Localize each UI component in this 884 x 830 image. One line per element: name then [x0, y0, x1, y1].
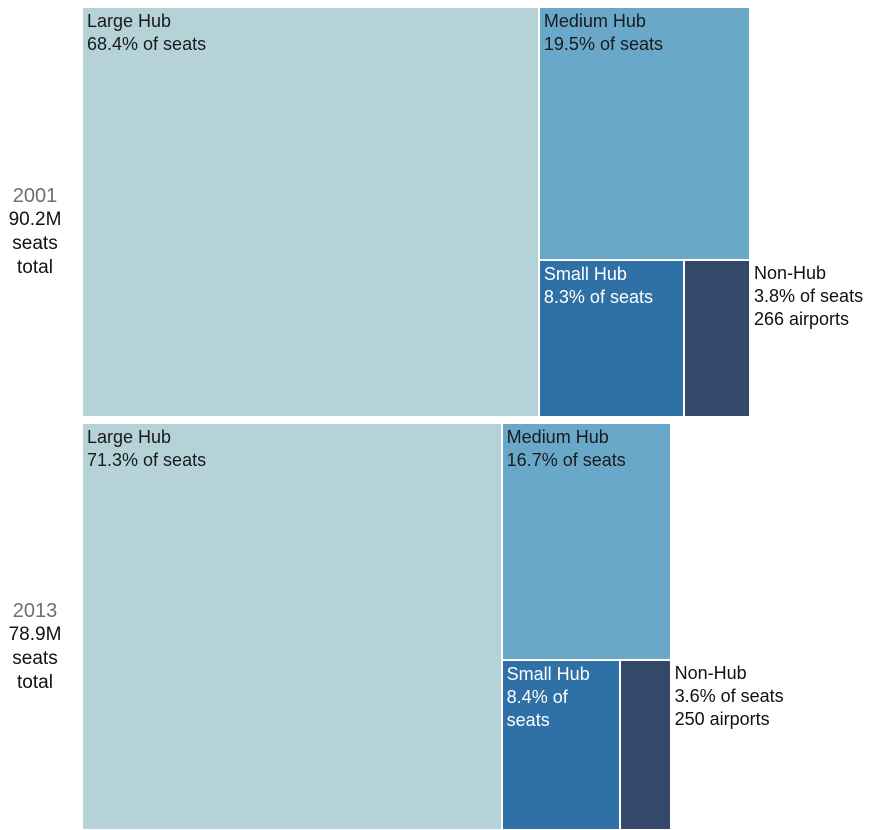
treemap-label-large-hub: Large Hub 71.3% of seats: [87, 426, 206, 472]
treemap-block-medium-hub: Medium Hub 19.5% of seats: [538, 7, 750, 260]
treemap-label-line-0: Small Hub: [506, 663, 590, 684]
total-seats-line-1: seats: [12, 233, 58, 254]
treemap-label-line-2: 266 airports: [754, 309, 850, 329]
treemap-label-line-0: Non-Hub: [674, 662, 747, 683]
treemap-label-large-hub: Large Hub 68.4% of seats: [87, 10, 206, 56]
treemap-block-small-hub: Small Hub 8.3% of seats: [538, 260, 684, 417]
treemap-panel-2013: 2013 78.9M seats total Large Hub 71.3% of sea…: [0, 423, 884, 830]
treemap-label-line-0: Large Hub: [87, 11, 172, 31]
treemap-label-line-1: 68.4% of seats: [87, 34, 207, 54]
treemap-label-line-2: seats: [506, 709, 550, 730]
treemap-label-line-1: 3.8% of seats: [754, 286, 864, 306]
treemap-block-large-hub: Large Hub 68.4% of seats: [82, 7, 539, 417]
total-seats-line-1: seats: [12, 647, 58, 669]
year-label: 2001: [12, 185, 58, 207]
treemap-label-line-1: 19.5% of seats: [543, 34, 663, 54]
year-summary: 2013 78.9M seats total: [0, 599, 70, 695]
treemap-label-line-1: 8.3% of seats: [543, 287, 653, 307]
treemap-label-line-0: Medium Hub: [506, 427, 609, 447]
treemap-block-large-hub: Large Hub 71.3% of seats: [82, 423, 502, 830]
treemap-label-small-hub: Small Hub 8.4% of seats: [507, 663, 590, 732]
treemap-label-medium-hub: Medium Hub 16.7% of seats: [507, 426, 626, 472]
treemap-label-line-1: 8.4% of: [506, 686, 568, 707]
treemap-label-line-0: Non-Hub: [754, 263, 827, 283]
treemap-label-medium-hub: Medium Hub 19.5% of seats: [544, 10, 663, 56]
treemap-panel-2001: 2001 90.2M seats total Large Hub 68.4% of sea…: [0, 7, 884, 417]
treemap-label-line-1: 3.6% of seats: [674, 685, 784, 706]
total-seats-line-2: total: [17, 257, 53, 278]
total-seats-line-2: total: [17, 671, 53, 693]
treemap-block-medium-hub: Medium Hub 16.7% of seats: [501, 423, 671, 660]
treemap-block-small-hub: Small Hub 8.4% of seats: [501, 659, 620, 830]
treemap-label-line-1: 16.7% of seats: [506, 450, 626, 470]
treemap-label-small-hub: Small Hub 8.3% of seats: [544, 263, 653, 309]
year-label: 2013: [12, 599, 58, 622]
treemap-label-line-0: Medium Hub: [543, 11, 646, 31]
treemap-label-non-hub: Non-Hub 3.8% of seats 266 airports: [754, 262, 863, 331]
treemap-label-non-hub: Non-Hub 3.6% of seats 250 airports: [675, 662, 784, 731]
treemap-block-non-hub: [683, 260, 750, 417]
treemap-label-line-0: Small Hub: [543, 264, 627, 284]
treemap-label-line-1: 71.3% of seats: [87, 450, 207, 470]
total-seats-line-0: 78.9M: [8, 623, 62, 645]
treemap-label-line-2: 250 airports: [674, 708, 770, 729]
total-seats-line-0: 90.2M: [8, 209, 62, 230]
treemap-block-non-hub: [619, 659, 671, 830]
treemap-label-line-0: Large Hub: [87, 427, 172, 447]
year-summary: 2001 90.2M seats total: [0, 184, 70, 280]
